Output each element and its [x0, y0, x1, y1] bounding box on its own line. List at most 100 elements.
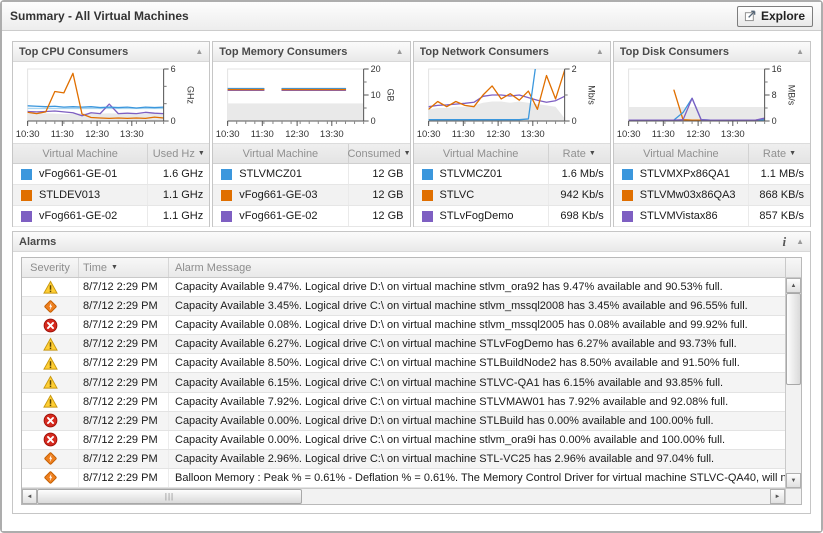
time-cell: 8/7/12 2:29 PM [78, 354, 168, 373]
memory-consumers-chart[interactable]: 0 10 20 GB 10:30 11:30 12:30 13:30 [213, 62, 409, 143]
severity-cell [22, 394, 78, 409]
svg-text:12:30: 12:30 [686, 129, 710, 140]
panel-collapse-icon[interactable]: ▲ [395, 47, 404, 56]
col-metric[interactable]: Used Hz ▼ [147, 144, 209, 163]
table-row[interactable]: vFog661-GE-02 12 GB [213, 206, 410, 227]
col-time[interactable]: Time ▼ [78, 258, 168, 277]
alarm-row[interactable]: 8/7/12 2:29 PM Capacity Available 8.50%.… [22, 354, 785, 374]
col-metric[interactable]: Rate ▼ [547, 144, 610, 163]
table-row[interactable]: STLVC 942 Kb/s [413, 185, 610, 206]
table-row[interactable]: STLVMCZ01 12 GB [213, 164, 410, 185]
severity-cell [22, 299, 78, 314]
table-row[interactable]: STLVMXPx86QA1 1.1 MB/s [613, 164, 810, 185]
time-cell: 8/7/12 2:29 PM [78, 335, 168, 354]
panel-header: Top Memory Consumers ▲ [213, 42, 410, 62]
message-cell: Balloon Memory : Peak % = 0.61% - Deflat… [168, 468, 785, 488]
scroll-up-button[interactable]: ▲ [786, 278, 801, 293]
alarm-row[interactable]: 8/7/12 2:29 PM Capacity Available 9.47%.… [22, 278, 785, 298]
scroll-right-button[interactable]: ► [770, 489, 785, 504]
consumers-table-header: Virtual Machine Used Hz ▼ [13, 144, 210, 164]
cpu-consumers-chart[interactable]: 0 6 GHz 10:30 11:30 12:30 13:30 [13, 62, 209, 143]
col-metric[interactable]: Rate ▼ [748, 144, 810, 163]
alarm-row[interactable]: 8/7/12 2:29 PM Capacity Available 0.00%.… [22, 430, 785, 450]
svg-text:10: 10 [371, 90, 381, 100]
alarm-row[interactable]: 8/7/12 2:29 PM Capacity Available 0.00%.… [22, 411, 785, 431]
severity-warning-icon [42, 337, 58, 351]
severity-fatal-icon [43, 318, 57, 333]
panel-collapse-icon[interactable]: ▲ [595, 47, 604, 56]
panel-title: Top CPU Consumers [19, 45, 129, 58]
table-row[interactable]: STLVMw03x86QA3 868 KB/s [613, 185, 810, 206]
info-icon[interactable]: i [782, 234, 787, 249]
series-color-swatch [221, 168, 233, 180]
svg-text:0: 0 [771, 116, 776, 126]
alarms-table-body: 8/7/12 2:29 PM Capacity Available 9.47%.… [22, 278, 785, 488]
panel-title: Top Memory Consumers [219, 45, 348, 58]
message-cell: Capacity Available 6.27%. Logical drive … [168, 335, 785, 354]
series-color-swatch [221, 189, 233, 201]
alarms-panel: Alarms i ▲ Severity Time ▼ Alarm Message [12, 231, 811, 514]
table-row[interactable]: vFog661-GE-03 12 GB [213, 185, 410, 206]
table-row[interactable]: vFog661-GE-02 1.1 GHz [13, 206, 210, 227]
col-severity: Severity [30, 261, 70, 274]
time-cell: 8/7/12 2:29 PM [78, 392, 168, 411]
h-scrollbar[interactable]: ◄ ||| ► [22, 488, 785, 504]
series-color-swatch [21, 210, 32, 222]
series-color-swatch [621, 189, 633, 201]
series-color-swatch [221, 210, 233, 222]
series-color-swatch [21, 168, 32, 180]
scroll-grip: ||| [164, 492, 175, 501]
h-scroll-track[interactable] [302, 489, 770, 504]
disk-consumers-chart[interactable]: 0 8 16 MB/s 10:30 11:30 12:30 13:30 [614, 62, 810, 143]
v-scroll-track[interactable] [786, 385, 801, 473]
severity-critical-icon [43, 452, 57, 465]
panel-collapse-icon[interactable]: ▲ [195, 47, 204, 56]
panel-memory-consumers: Top Memory Consumers ▲ 0 10 20 GB 10:30 11:30… [212, 41, 411, 227]
table-row[interactable]: STLvFogDemo 698 Kb/s [413, 206, 610, 227]
message-cell: Capacity Available 7.92%. Logical drive … [168, 392, 785, 411]
vm-name: vFog661-GE-03 [239, 189, 318, 201]
svg-text:12:30: 12:30 [285, 129, 309, 140]
alarm-row[interactable]: 8/7/12 2:29 PM Capacity Available 2.96%.… [22, 449, 785, 469]
svg-text:0: 0 [171, 116, 176, 126]
alarm-row[interactable]: 8/7/12 2:29 PM Capacity Available 6.27%.… [22, 335, 785, 355]
col-alarm-message[interactable]: Alarm Message [168, 258, 785, 277]
alarm-row[interactable]: 8/7/12 2:29 PM Capacity Available 6.15%.… [22, 373, 785, 393]
table-row[interactable]: STLVMCZ01 1.6 Mb/s [413, 164, 610, 185]
alarms-collapse-icon[interactable]: ▲ [796, 237, 804, 246]
svg-text:13:30: 13:30 [520, 129, 544, 140]
table-row[interactable]: vFog661-GE-01 1.6 GHz [13, 164, 210, 185]
table-row[interactable]: STLVMVistax86 857 KB/s [613, 206, 810, 227]
col-metric[interactable]: Consumed ▼ [347, 144, 411, 163]
consumers-table: Virtual Machine Rate ▼ STLVMXPx86QA1 1.1… [613, 143, 810, 227]
time-cell: 8/7/12 2:29 PM [78, 373, 168, 392]
col-virtual-machine: Virtual Machine [242, 147, 319, 160]
vm-name: STLVMCZ01 [239, 168, 303, 180]
alarm-row[interactable]: 8/7/12 2:29 PM Capacity Available 3.45%.… [22, 297, 785, 317]
severity-cell [22, 375, 78, 390]
header-cap [785, 258, 801, 278]
network-consumers-chart[interactable]: 0 2 Mb/s 10:30 11:30 12:30 13:30 [414, 62, 610, 143]
svg-text:GHz: GHz [186, 86, 196, 105]
alarm-row[interactable]: 8/7/12 2:29 PM Capacity Available 7.92%.… [22, 392, 785, 412]
alarm-row[interactable]: 8/7/12 2:29 PM Capacity Available 0.08%.… [22, 316, 785, 336]
vm-value: 12 GB [347, 185, 410, 205]
scroll-left-button[interactable]: ◄ [22, 489, 37, 504]
scroll-down-button[interactable]: ▼ [786, 473, 801, 488]
col-virtual-machine: Virtual Machine [442, 147, 519, 160]
explore-button[interactable]: Explore [736, 5, 813, 27]
severity-warning-icon [42, 375, 58, 389]
h-scroll-thumb[interactable]: ||| [37, 489, 302, 504]
col-virtual-machine: Virtual Machine [42, 147, 118, 160]
severity-fatal-icon [43, 413, 57, 428]
time-cell: 8/7/12 2:29 PM [78, 468, 168, 488]
table-row[interactable]: STLDEV013 1.1 GHz [13, 185, 210, 206]
v-scrollbar[interactable]: ▲ ▼ [785, 278, 801, 488]
consumers-table-header: Virtual Machine Rate ▼ [413, 144, 610, 164]
svg-text:GB: GB [386, 88, 396, 101]
v-scroll-thumb[interactable] [786, 293, 801, 385]
vm-value: 12 GB [347, 164, 410, 184]
alarm-row[interactable]: 8/7/12 2:29 PM Balloon Memory : Peak % =… [22, 468, 785, 488]
panel-collapse-icon[interactable]: ▲ [796, 47, 804, 56]
